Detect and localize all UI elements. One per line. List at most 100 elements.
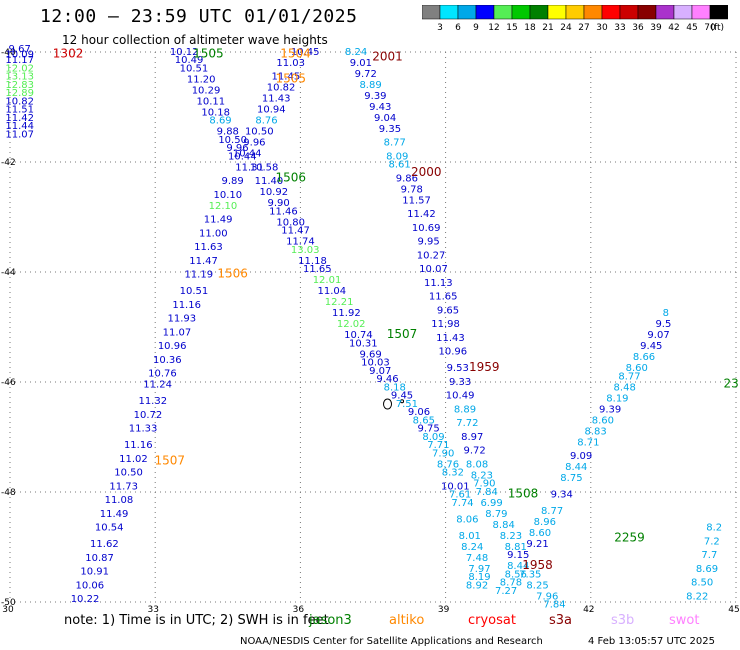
wave-height-value: 10.22 <box>71 594 100 605</box>
wave-height-value: 11.08 <box>105 495 134 506</box>
wave-height-value: 8.77 <box>384 138 406 149</box>
wave-height-value: 13.03 <box>291 245 320 256</box>
pass-time-label: 23 <box>724 377 739 391</box>
wave-height-value: 11.00 <box>199 228 228 239</box>
wave-height-value: 11.44 <box>5 121 34 132</box>
wave-height-value: 10.50 <box>114 468 143 479</box>
wave-height-value: 8.24 <box>345 47 367 58</box>
wave-height-value: 12.10 <box>209 201 238 212</box>
wave-height-value: 9.09 <box>570 451 592 462</box>
wave-height-value: 11.73 <box>109 481 138 492</box>
satellite-cryosat: cryosat <box>468 613 516 628</box>
wave-height-value: 8.97 <box>461 432 483 443</box>
wave-height-value: 7.90 <box>432 448 454 459</box>
legend-swatch <box>709 5 728 20</box>
wave-height-value: 9.75 <box>418 424 440 435</box>
wave-height-value: 10.29 <box>192 85 221 96</box>
wave-height-value: 7.48 <box>466 553 488 564</box>
wave-height-value: 10.82 <box>267 83 296 94</box>
wave-height-value: 12.89 <box>5 88 34 99</box>
wave-height-value: 10.49 <box>175 55 204 66</box>
legend-label: 24 <box>560 23 572 33</box>
legend-label: 39 <box>650 23 662 33</box>
wave-height-value: 8.22 <box>686 591 708 602</box>
wave-height-value: 11.43 <box>436 333 465 344</box>
wave-height-value: 11.98 <box>431 319 460 330</box>
wave-height-value: 9.46 <box>376 374 398 385</box>
wave-height-value: 9.65 <box>437 305 459 316</box>
wave-height-value: 10.27 <box>417 250 446 261</box>
wave-height-value: 8.69 <box>696 564 718 575</box>
wave-height-value: 9.72 <box>355 69 377 80</box>
wave-height-value: 8.77 <box>541 506 563 517</box>
wave-height-value: 7.96 <box>536 591 558 602</box>
wave-height-value: 9.43 <box>369 102 391 113</box>
pass-time-label: 1506 <box>275 170 306 184</box>
wave-height-value: 10.87 <box>85 553 114 564</box>
wave-height-value: 9.06 <box>408 407 430 418</box>
wave-height-value: 8.65 <box>413 415 435 426</box>
island-outline <box>383 398 393 410</box>
x-tick-label: 39 <box>438 605 450 615</box>
wave-height-value: 8.18 <box>384 382 406 393</box>
wave-height-value: 11.46 <box>269 206 298 217</box>
y-tick-label: -40 <box>1 48 16 58</box>
wave-height-value: 8.66 <box>633 352 655 363</box>
y-tick-label: -50 <box>1 598 16 608</box>
pass-time-label: 1507 <box>154 454 185 468</box>
wave-height-value: 7.51 <box>396 399 418 410</box>
legend-label: 27 <box>578 23 589 33</box>
wave-height-value: 9.45 <box>391 391 413 402</box>
wave-height-value: 10.74 <box>344 330 373 341</box>
wave-height-value: 9.33 <box>449 377 471 388</box>
pass-time-label: 1958 <box>522 558 553 572</box>
wave-height-value: 11.20 <box>187 74 216 85</box>
legend-label: 9 <box>473 23 479 33</box>
wave-height-value: 11.04 <box>318 286 347 297</box>
wave-height-value: 8.76 <box>437 459 459 470</box>
wave-height-value: 8.44 <box>507 561 529 572</box>
satellite-s3b: s3b <box>611 613 635 628</box>
wave-height-value: 8.60 <box>626 363 648 374</box>
wave-height-value: 10.10 <box>213 190 242 201</box>
footer-credit: NOAA/NESDIS Center for Satellite Applica… <box>240 636 543 647</box>
wave-height-value: 8.76 <box>255 116 277 127</box>
wave-height-value: 9.21 <box>526 539 548 550</box>
wave-height-value: 10.54 <box>95 523 124 534</box>
legend-label: 36 <box>632 23 644 33</box>
wave-height-value: 8.61 <box>388 160 410 171</box>
wave-height-value: 8.60 <box>529 528 551 539</box>
wave-height-value: 7.35 <box>519 569 541 580</box>
wave-height-color-legend: 3 6 9 12 15 18 21 24 27 30 33 36 39 42 45 70(ft) <box>422 5 728 33</box>
wave-height-value: 7.84 <box>543 600 565 611</box>
wave-height-value: 9.72 <box>464 446 486 457</box>
wave-height-value: 9.53 <box>447 363 469 374</box>
legend-label: 45 <box>686 23 697 33</box>
wave-height-value: 7.27 <box>495 586 517 597</box>
wave-height-value: 8.75 <box>560 473 582 484</box>
pass-time-label: 1506 <box>217 267 248 281</box>
wave-height-value: 8.96 <box>534 517 556 528</box>
wave-height-value: 8.81 <box>505 542 527 553</box>
wave-height-value: 10.18 <box>201 107 230 118</box>
wave-height-value: 10.45 <box>291 47 320 58</box>
wave-height-value: 11.51 <box>5 105 34 116</box>
wave-height-value: 7.61 <box>449 490 471 501</box>
wave-height-value: 11.16 <box>172 300 201 311</box>
wave-height-value: 10.12 <box>170 47 199 58</box>
wave-height-value: 10.50 <box>218 135 247 146</box>
wave-height-value: 8.01 <box>459 531 481 542</box>
pass-time-label: 2000 <box>411 165 442 179</box>
wave-height-value: 8.23 <box>471 470 493 481</box>
wave-height-value: 10.92 <box>259 187 288 198</box>
wave-height-value: 9.95 <box>418 237 440 248</box>
wave-height-value: 11.63 <box>194 242 223 253</box>
wave-height-value: 12.01 <box>313 275 342 286</box>
satellite-swot: swot <box>669 613 700 628</box>
wave-height-value: 8.19 <box>468 572 490 583</box>
wave-height-value: 9.04 <box>374 113 396 124</box>
legend-label: 42 <box>668 23 679 33</box>
wave-height-value: 7.7 <box>701 550 717 561</box>
wave-height-value: 8.25 <box>526 580 548 591</box>
legend-unit: (ft) <box>710 23 724 33</box>
